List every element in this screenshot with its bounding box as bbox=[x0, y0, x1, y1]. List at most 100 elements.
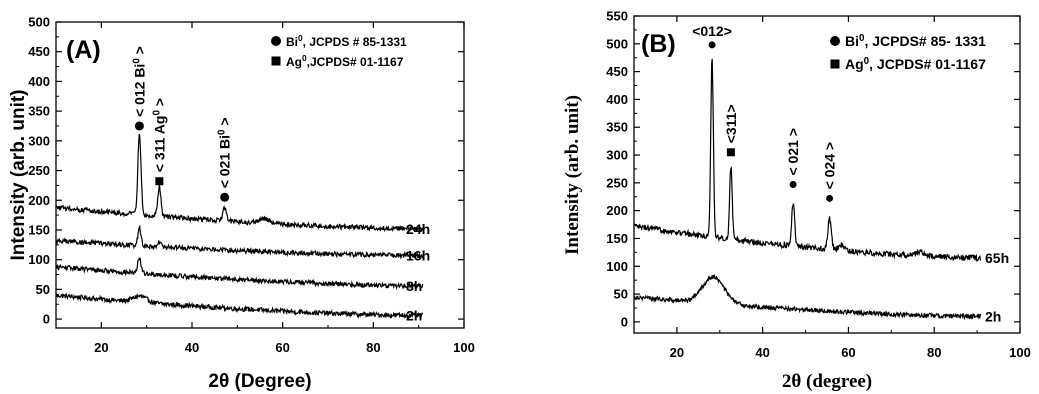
plot-frame bbox=[633, 15, 1021, 334]
legend-entry-sup: 0 bbox=[302, 53, 307, 63]
peak-label: < 021 Bi0 > bbox=[216, 117, 233, 188]
y-tick-label: 500 bbox=[606, 36, 628, 51]
y-tick-label: 550 bbox=[606, 9, 628, 24]
peak-label: <311> bbox=[723, 104, 739, 143]
legend-entry-main: Bi bbox=[845, 33, 859, 49]
peak-marker-circle bbox=[826, 194, 834, 202]
trace-label: 2h bbox=[985, 308, 1001, 324]
y-axis-title: Intensity (arb. unit) bbox=[562, 95, 583, 255]
peak-label-sup: 0 bbox=[151, 110, 162, 116]
panel-label: (A) bbox=[66, 36, 101, 64]
peak-label: < 024 > bbox=[822, 142, 838, 190]
y-tick-label: 50 bbox=[614, 287, 628, 302]
x-tick-label: 40 bbox=[185, 340, 199, 355]
peak-label-post: > bbox=[151, 98, 167, 110]
y-tick-label: 150 bbox=[606, 231, 628, 246]
peak-marker-circle bbox=[134, 121, 144, 131]
y-tick-label: 350 bbox=[606, 120, 628, 135]
peak-label-sup: 0 bbox=[131, 58, 142, 64]
trace-8h bbox=[55, 257, 424, 291]
peak-marker-circle bbox=[708, 41, 716, 49]
x-tick-label: 20 bbox=[670, 345, 684, 360]
peak-marker-circle bbox=[220, 192, 230, 202]
legend-entry-post: ,JCPDS# 01-1167 bbox=[307, 55, 404, 69]
peak-label: < 012 Bi0 > bbox=[131, 46, 148, 117]
peak-label: < 311 Ag0 > bbox=[151, 98, 168, 172]
chart-panel-a: 20 40 60 80 100 0 50 100 150 200 250 300 350 400 450 50… bbox=[8, 15, 475, 393]
peak-label-post: > bbox=[217, 117, 233, 129]
trace-2h bbox=[633, 273, 982, 321]
legend-marker-square bbox=[271, 56, 281, 66]
plot-frame bbox=[55, 21, 465, 329]
peak-marker-circle bbox=[789, 181, 797, 189]
legend-entry-main: Ag bbox=[845, 56, 864, 72]
x-tick-label: 20 bbox=[94, 340, 108, 355]
peak-label: <012> bbox=[692, 23, 732, 39]
legend-entry-post: , JCPDS# 01-1167 bbox=[869, 56, 986, 72]
x-tick-label: 80 bbox=[927, 345, 941, 360]
legend-entry: Bi0, JCPDS # 85-1331 bbox=[286, 33, 407, 49]
y-tick-label: 100 bbox=[28, 252, 50, 267]
y-tick-label: 250 bbox=[28, 163, 50, 178]
peak-label-post: > bbox=[131, 46, 147, 58]
peak-label-main: < 024 > bbox=[822, 142, 838, 190]
trace-24h bbox=[55, 133, 424, 233]
trace-16h bbox=[55, 224, 424, 260]
peak-label-main: < 021 > bbox=[785, 128, 801, 176]
y-tick-label: 450 bbox=[606, 64, 628, 79]
legend-entry-sup: 0 bbox=[859, 33, 865, 44]
legend-entry: Ag0, JCPDS# 01-1167 bbox=[845, 56, 986, 73]
legend-entry-sup: 0 bbox=[298, 33, 303, 43]
legend-entry-post: , JCPDS # 85-1331 bbox=[303, 35, 407, 49]
y-tick-label: 300 bbox=[28, 133, 50, 148]
y-tick-label: 150 bbox=[28, 222, 50, 237]
y-tick-label: 0 bbox=[43, 312, 50, 327]
peak-label: < 021 > bbox=[785, 128, 801, 176]
legend-marker-square bbox=[830, 59, 840, 69]
trace-65h bbox=[633, 58, 982, 262]
legend-entry-main: Bi bbox=[286, 35, 298, 49]
trace-label: 65h bbox=[985, 250, 1009, 266]
peak-label-main: < 012 Bi bbox=[131, 64, 147, 117]
x-tick-label: 60 bbox=[841, 345, 855, 360]
x-tick-label: 100 bbox=[453, 340, 475, 355]
y-tick-label: 350 bbox=[28, 104, 50, 119]
peak-marker-square bbox=[155, 177, 164, 186]
peak-marker-square bbox=[726, 148, 735, 157]
y-axis-title: Intensity (arb. unit) bbox=[8, 90, 29, 261]
x-axis-title: 2θ (Degree) bbox=[208, 371, 311, 392]
y-tick-label: 200 bbox=[606, 203, 628, 218]
peak-label-main: <311> bbox=[723, 104, 739, 143]
y-tick-label: 50 bbox=[36, 282, 50, 297]
x-axis-title: 2θ (degree) bbox=[782, 371, 872, 392]
trace-label: 24h bbox=[406, 221, 430, 237]
peak-label-main: < 311 Ag bbox=[151, 116, 167, 173]
y-tick-label: 400 bbox=[28, 74, 50, 89]
x-tick-label: 80 bbox=[366, 340, 380, 355]
trace-label: 2h bbox=[406, 308, 422, 324]
legend-entry-post: , JCPDS# 85- 1331 bbox=[864, 33, 986, 49]
legend-marker-circle bbox=[271, 36, 281, 46]
legend-entry: Ag0,JCPDS# 01-1167 bbox=[286, 53, 404, 69]
y-tick-label: 0 bbox=[621, 314, 628, 329]
y-tick-label: 250 bbox=[606, 175, 628, 190]
legend-marker-circle bbox=[830, 36, 840, 46]
x-tick-label: 60 bbox=[275, 340, 289, 355]
legend-entry-main: Ag bbox=[286, 55, 302, 69]
peak-label-main: <012> bbox=[692, 23, 732, 39]
peak-label-main: < 021 Bi bbox=[217, 135, 233, 188]
panel-label: (B) bbox=[641, 30, 676, 58]
x-tick-label: 100 bbox=[1009, 345, 1031, 360]
y-tick-label: 500 bbox=[28, 15, 50, 30]
legend-entry: Bi0, JCPDS# 85- 1331 bbox=[845, 33, 986, 50]
y-tick-label: 400 bbox=[606, 92, 628, 107]
y-tick-label: 450 bbox=[28, 44, 50, 59]
y-tick-label: 200 bbox=[28, 193, 50, 208]
trace-label: 16h bbox=[406, 248, 430, 264]
chart-panel-b: 20 40 60 80 100 0 50 100 150 200 250 300 350 400 450 50… bbox=[562, 9, 1031, 393]
peak-label-sup: 0 bbox=[216, 129, 227, 135]
y-tick-label: 100 bbox=[606, 259, 628, 274]
